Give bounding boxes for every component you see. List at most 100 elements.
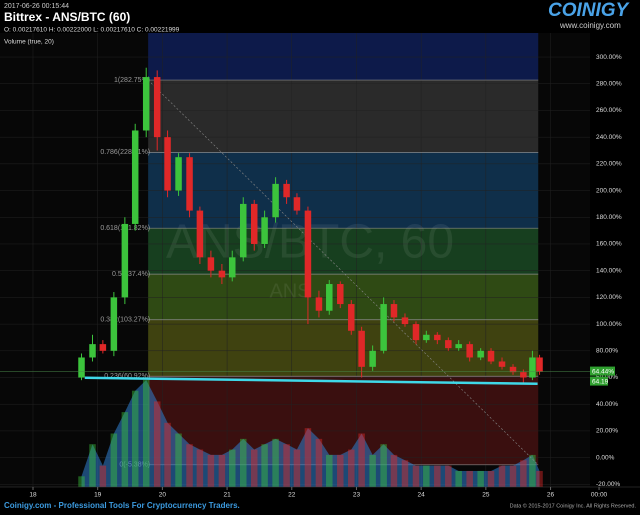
- volume-bar: [466, 470, 473, 487]
- y-tick-label: -20.00%: [596, 481, 620, 488]
- candle-body: [196, 210, 204, 258]
- y-tick-label: 120.00%: [596, 294, 622, 301]
- last-price-sub-label: 64.19: [592, 378, 609, 385]
- volume-bar: [186, 444, 193, 487]
- volume-bar: [239, 438, 247, 487]
- candle-body: [498, 361, 506, 367]
- ohlc: O: 0.00217610 H: 0.00222000 L: 0.0021761…: [4, 27, 180, 34]
- volume-bar: [110, 433, 118, 487]
- fib-label: 0.382(103.27%): [100, 317, 150, 324]
- candle-body: [487, 350, 495, 362]
- volume-bar: [390, 454, 398, 487]
- volume-label: Volume (true, 20): [4, 39, 54, 46]
- plot-area: ANS/BTC, 60ANS1(282.75%)0.786(228.61%)0.…: [0, 33, 640, 499]
- y-tick-label: 80.00%: [596, 348, 618, 355]
- volume-bar: [358, 433, 365, 487]
- candle-body: [529, 357, 536, 378]
- volume-bar: [487, 470, 495, 487]
- candle-body: [412, 324, 420, 341]
- volume-area: [81, 380, 540, 487]
- fib-band: [148, 80, 539, 153]
- fib-band: [148, 319, 539, 377]
- candle-body: [186, 157, 193, 211]
- candle-body: [477, 350, 484, 358]
- fib-label: 0.5(137.4%): [112, 271, 150, 278]
- volume-bar: [293, 449, 301, 487]
- candle-body: [142, 77, 150, 131]
- candle-body: [218, 270, 226, 278]
- volume-bar: [315, 438, 323, 487]
- candle-body: [536, 357, 543, 372]
- y-tick-label: 200.00%: [596, 187, 622, 194]
- x-tick-label: 19: [94, 492, 102, 499]
- logo: COINIGY: [548, 0, 631, 21]
- candle-body: [401, 317, 409, 325]
- volume-bar: [250, 449, 258, 487]
- candle-body: [315, 297, 323, 311]
- y-tick-label: 0.00%: [596, 454, 615, 461]
- y-tick-label: 280.00%: [596, 80, 622, 87]
- trendline: [84, 376, 538, 386]
- candle-body: [445, 340, 452, 349]
- last-price-sub-box: [590, 376, 608, 386]
- candle-body: [121, 223, 129, 298]
- candle-body: [390, 304, 398, 318]
- fib-diagonal: [147, 79, 539, 466]
- x-tick-label: 23: [353, 492, 361, 499]
- candle-body: [175, 157, 182, 191]
- y-tick-label: 300.00%: [596, 54, 622, 61]
- candle-body: [89, 344, 96, 358]
- candle-body: [466, 344, 473, 358]
- candle-body: [434, 334, 441, 341]
- volume-bar: [380, 444, 387, 487]
- y-tick-label: 40.00%: [596, 401, 618, 408]
- volume-bar: [196, 449, 204, 487]
- candle-body: [423, 334, 430, 341]
- candle-body: [153, 77, 161, 138]
- candle-body: [131, 130, 139, 224]
- volume-bar: [423, 465, 430, 487]
- candle-body: [164, 137, 171, 191]
- fib-label: 0.236(60.92%): [104, 373, 150, 380]
- candle-body: [78, 357, 85, 378]
- volume-bar: [536, 470, 543, 487]
- volume-bar: [369, 454, 376, 487]
- volume-bar: [434, 465, 441, 487]
- volume-bar: [218, 454, 226, 487]
- candle-body: [369, 350, 376, 367]
- volume-bar: [261, 444, 268, 487]
- candle-body: [207, 257, 215, 271]
- volume-bar: [412, 465, 420, 487]
- candle-body: [99, 344, 107, 351]
- candle-body: [337, 284, 344, 305]
- x-tick-label: 26: [547, 492, 555, 499]
- fib-band: [148, 33, 539, 81]
- x-tick-label: 18: [29, 492, 37, 499]
- volume-bar: [78, 476, 85, 487]
- fib-band: [148, 152, 539, 229]
- candle-body: [110, 297, 118, 351]
- candle-body: [283, 183, 290, 198]
- last-price-label: 64.44%: [592, 368, 614, 375]
- volume-bar: [498, 465, 506, 487]
- candle-body: [509, 366, 517, 373]
- y-tick-label: 20.00%: [596, 428, 618, 435]
- candle-body: [348, 304, 355, 331]
- footer-right: Data © 2015-2017 Coinigy Inc. All Rights…: [510, 502, 637, 509]
- y-tick-label: 100.00%: [596, 321, 622, 328]
- x-tick-label: 21: [223, 492, 231, 499]
- volume-bar: [228, 449, 236, 487]
- y-tick-label: 180.00%: [596, 214, 622, 221]
- watermark-sub: ANS: [269, 280, 310, 302]
- volume-bar: [445, 465, 452, 487]
- volume-bar: [401, 460, 409, 487]
- volume-bar: [509, 465, 517, 487]
- candle-body: [250, 203, 258, 244]
- x-tick-label: 20: [159, 492, 167, 499]
- candle-body: [380, 304, 387, 351]
- volume-bar: [455, 470, 462, 487]
- x-tick-label: 00:00: [591, 492, 608, 499]
- candle-body: [358, 330, 365, 367]
